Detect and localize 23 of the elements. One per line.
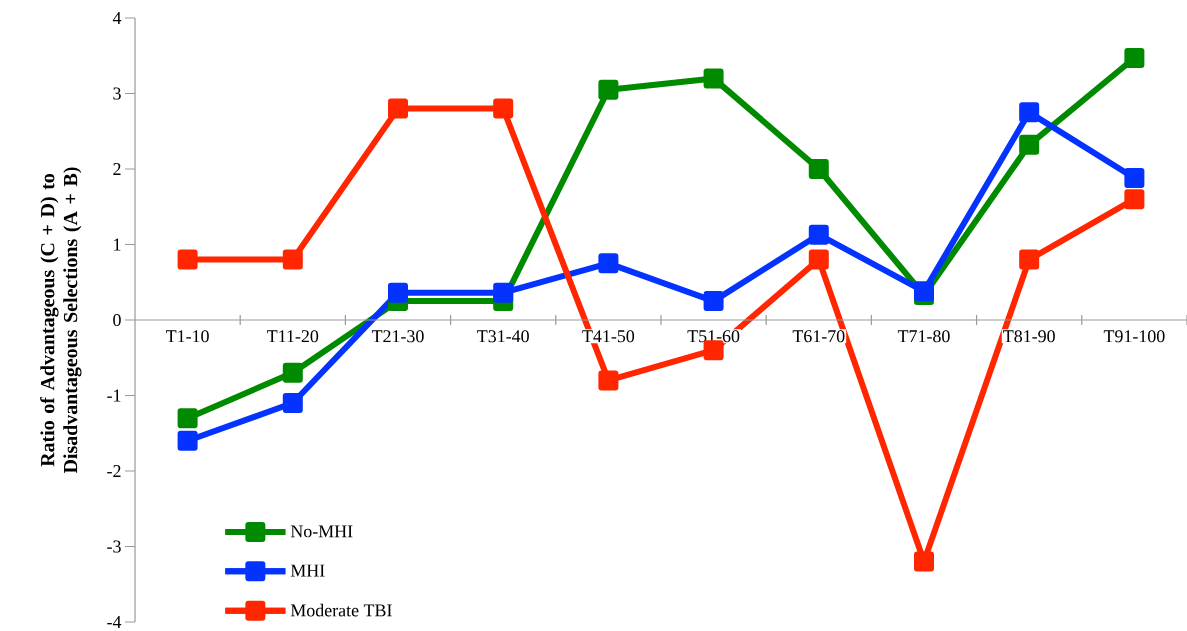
legend-label: No-MHI [290,525,353,538]
y-tick-label: -4 [107,616,122,628]
y-tick-label: -1 [107,389,121,402]
x-tick-label: T41-50 [582,330,635,343]
y-tick-label: 3 [113,87,121,100]
y-tick-label: -2 [107,465,121,477]
x-tick-label: T21-30 [371,330,424,343]
legend-label: Moderate TBI [290,603,392,617]
y-tick-label: 4 [112,12,122,24]
y-tick-label: 0 [113,313,121,327]
x-tick-label: T71-80 [897,330,950,343]
legend-label: MHI [290,564,325,577]
x-tick-label: T31-40 [477,330,529,343]
x-tick-label: T1-10 [166,330,209,343]
x-tick-label: T11-20 [267,330,319,343]
y-tick-label: -3 [107,540,121,553]
y-tick-label: 2 [113,163,121,175]
x-tick-label: T51-60 [687,330,740,343]
y-tick-label: 1 [114,238,121,251]
y-axis-title: Ratio of Advantageous (C + D) to Disadvantageous Selections (A + B) [40,167,82,474]
x-tick-label: T61-70 [792,330,845,343]
x-tick-label: T81-90 [1003,330,1055,343]
x-tick-label: T91-100 [1103,330,1165,343]
